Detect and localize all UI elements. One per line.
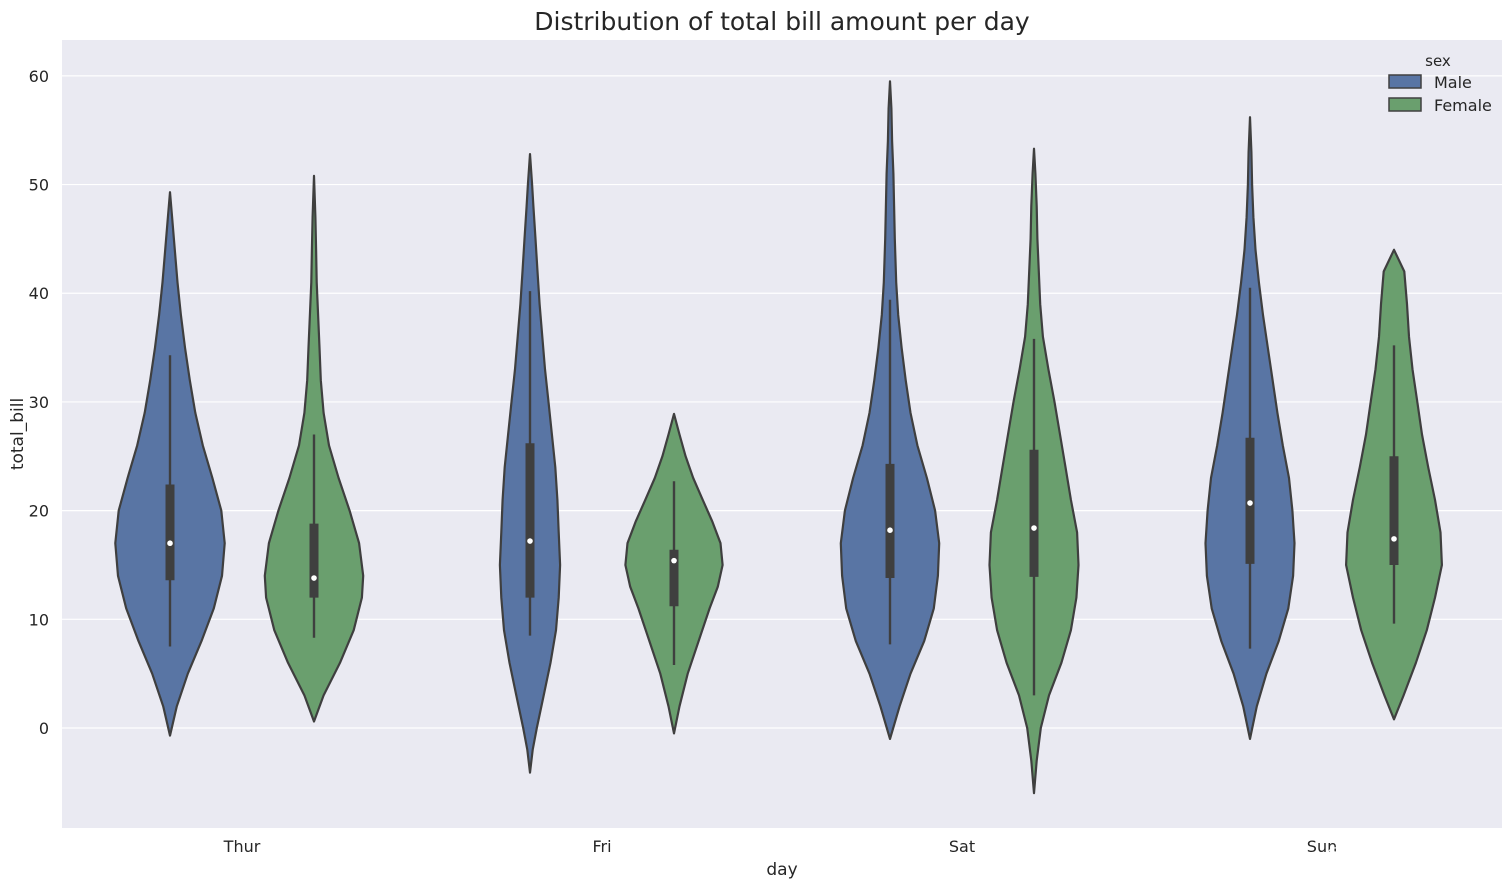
legend-swatch-female xyxy=(1388,97,1422,112)
y-tick-label: 60 xyxy=(29,67,49,86)
violin-female-sat xyxy=(988,147,1080,795)
y-tick-label: 0 xyxy=(39,719,49,738)
x-tick-label: Sun xyxy=(1307,837,1337,856)
violin-median xyxy=(1247,500,1253,506)
y-tick-label: 30 xyxy=(29,393,49,412)
y-tick-label: 20 xyxy=(29,502,49,521)
x-tick-label: Sat xyxy=(949,837,975,856)
violin-male-fri xyxy=(498,153,562,774)
x-tick-labels: Thur Fri Sat Sun xyxy=(223,837,1338,856)
y-axis-label: total_bill xyxy=(8,398,28,470)
plot-background xyxy=(62,40,1502,828)
violin-female-fri xyxy=(624,412,724,735)
violin-male-sat xyxy=(839,80,941,740)
violin-male-sun xyxy=(1204,116,1296,740)
violin-median xyxy=(527,538,533,544)
x-tick-label: Fri xyxy=(592,837,611,856)
violin-median xyxy=(311,575,317,581)
x-axis-label: day xyxy=(766,860,797,880)
watermark: @稀土掘金技术社区 xyxy=(1326,844,1488,865)
violins xyxy=(114,80,1443,795)
violin-female-sun xyxy=(1345,248,1443,721)
violin-female-thur xyxy=(263,174,365,723)
x-tick-label: Thur xyxy=(223,837,261,856)
violin-median xyxy=(671,557,677,564)
legend-title: sex xyxy=(1425,52,1451,70)
y-tick-label: 50 xyxy=(29,176,49,195)
legend-label-female: Female xyxy=(1434,96,1492,115)
chart-title: Distribution of total bill amount per da… xyxy=(534,7,1030,36)
legend-swatch-male xyxy=(1388,74,1422,89)
y-tick-label: 10 xyxy=(29,610,49,629)
legend: sex Male Female xyxy=(1388,52,1492,115)
violin-median xyxy=(887,527,893,533)
violin-male-thur xyxy=(114,191,226,737)
violin-median xyxy=(167,540,173,547)
y-tick-label: 40 xyxy=(29,284,49,303)
legend-label-male: Male xyxy=(1434,73,1472,92)
violin-median xyxy=(1391,536,1397,542)
violin-median xyxy=(1031,525,1037,531)
y-tick-labels: 0 10 20 30 40 50 60 xyxy=(29,67,49,738)
